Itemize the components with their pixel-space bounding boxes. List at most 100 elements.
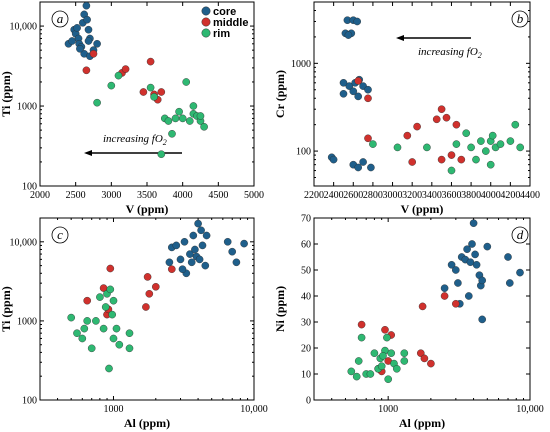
data-point-middle bbox=[121, 65, 130, 73]
y-tick-label: 1000 bbox=[17, 102, 37, 113]
data-point-core bbox=[189, 231, 198, 240]
data-point-rim bbox=[488, 131, 497, 140]
data-point-rim bbox=[112, 324, 121, 333]
series-core bbox=[165, 219, 248, 278]
data-point-middle bbox=[145, 289, 154, 298]
legend-label-middle: middle bbox=[213, 17, 248, 29]
data-point-core bbox=[345, 82, 354, 90]
data-point-middle bbox=[146, 57, 155, 66]
data-point-rim bbox=[516, 143, 525, 152]
data-point-core bbox=[186, 250, 194, 258]
data-point-rim bbox=[125, 329, 134, 338]
data-point-rim bbox=[92, 317, 100, 325]
data-point-rim bbox=[164, 117, 173, 125]
series-rim bbox=[93, 71, 208, 158]
data-point-rim bbox=[73, 329, 81, 338]
data-point-rim bbox=[400, 349, 409, 358]
panel-letter: b bbox=[517, 11, 524, 26]
y-axis: 100 1000 bbox=[291, 10, 530, 178]
data-point-rim bbox=[115, 340, 124, 349]
data-point-rim bbox=[150, 93, 158, 101]
data-point-core bbox=[191, 245, 199, 254]
data-point-middle bbox=[139, 88, 148, 96]
data-point-rim bbox=[83, 317, 91, 325]
data-point-rim bbox=[393, 143, 402, 152]
data-point-rim bbox=[481, 147, 490, 155]
data-point-core bbox=[483, 242, 492, 251]
data-point-rim bbox=[168, 129, 176, 138]
data-point-rim bbox=[109, 334, 118, 343]
data-point-core bbox=[329, 155, 338, 164]
x-tick-label: 2600 bbox=[343, 190, 363, 201]
data-point-core bbox=[463, 245, 471, 253]
data-point-core bbox=[468, 240, 476, 248]
data-point-core bbox=[516, 268, 524, 277]
panel-letter: a bbox=[57, 11, 64, 26]
data-point-core bbox=[84, 37, 93, 45]
data-point-middle bbox=[440, 292, 449, 300]
data-point-core bbox=[165, 258, 174, 267]
data-point-rim bbox=[452, 140, 461, 148]
data-point-rim bbox=[506, 137, 515, 145]
data-point-rim bbox=[96, 293, 104, 301]
legend-label-rim: rim bbox=[213, 28, 230, 40]
x-tick-label: 3000 bbox=[383, 190, 403, 201]
panel-letter-circle bbox=[511, 10, 529, 28]
data-point-core bbox=[198, 241, 207, 250]
data-point-core bbox=[201, 261, 210, 270]
data-point-rim bbox=[357, 333, 366, 342]
data-point-rim bbox=[400, 357, 409, 365]
x-axis: 2000 2500 3000 3500 4000 4500 5000 bbox=[30, 2, 264, 201]
plot-frame bbox=[313, 1, 531, 187]
panel-letter: d bbox=[517, 227, 524, 242]
data-point-rim bbox=[108, 310, 116, 319]
annotation-subscript: 2 bbox=[478, 51, 482, 60]
data-point-middle bbox=[437, 105, 446, 113]
legend-marker-rim bbox=[201, 28, 211, 38]
data-point-core bbox=[354, 163, 363, 172]
data-point-rim bbox=[392, 364, 401, 373]
y-tick-label: 1000 bbox=[291, 59, 311, 70]
data-point-core bbox=[339, 90, 348, 98]
panel-b: 2200 2400 2600 2800 3000 3200 3400 3600 3800 4000… bbox=[273, 1, 540, 216]
x-tick-label: 1000 bbox=[378, 404, 398, 415]
series-core bbox=[64, 1, 101, 61]
data-point-core bbox=[197, 226, 205, 235]
data-point-middle bbox=[142, 303, 150, 311]
data-point-core bbox=[172, 241, 181, 250]
series-middle bbox=[82, 50, 166, 104]
series-middle bbox=[83, 264, 176, 319]
data-point-rim bbox=[171, 114, 180, 123]
data-point-rim bbox=[182, 78, 190, 86]
series-middle bbox=[354, 77, 466, 166]
data-point-middle bbox=[167, 265, 176, 274]
data-point-core bbox=[471, 250, 479, 259]
data-point-core bbox=[447, 260, 456, 269]
panel-d: 1000 10,000 0 10 20 30 40 50 60 70 Al (ppm) Ni (ppm… bbox=[273, 214, 544, 431]
data-point-middle bbox=[143, 273, 152, 281]
data-point-core bbox=[195, 255, 204, 264]
data-point-rim bbox=[146, 83, 155, 92]
x-axis-label: Al (ppm) bbox=[124, 416, 170, 430]
series-rim bbox=[347, 333, 409, 384]
data-point-rim bbox=[379, 351, 387, 360]
x-axis-label: Al (ppm) bbox=[399, 416, 445, 430]
x-tick-label: 2000 bbox=[30, 190, 50, 201]
data-point-rim bbox=[185, 117, 194, 125]
data-point-rim bbox=[366, 370, 375, 378]
x-tick-label: 2500 bbox=[66, 190, 86, 201]
panel-c: 1000 10,000 100 1000 10,000 Al (ppm) Ti (ppm) c bbox=[0, 217, 268, 430]
data-point-core bbox=[194, 219, 202, 228]
data-point-middle bbox=[447, 151, 456, 159]
data-point-rim bbox=[377, 362, 386, 371]
data-point-rim bbox=[369, 140, 377, 148]
data-point-rim bbox=[109, 296, 118, 305]
data-point-middle bbox=[157, 88, 166, 96]
data-point-rim bbox=[67, 313, 75, 322]
data-point-core bbox=[349, 87, 358, 96]
data-point-middle bbox=[364, 134, 372, 143]
x-tick-label: 3600 bbox=[441, 190, 461, 201]
panel-letter: c bbox=[57, 227, 63, 242]
x-tick-label: 4000 bbox=[173, 190, 193, 201]
x-tick-label: 2800 bbox=[363, 190, 383, 201]
